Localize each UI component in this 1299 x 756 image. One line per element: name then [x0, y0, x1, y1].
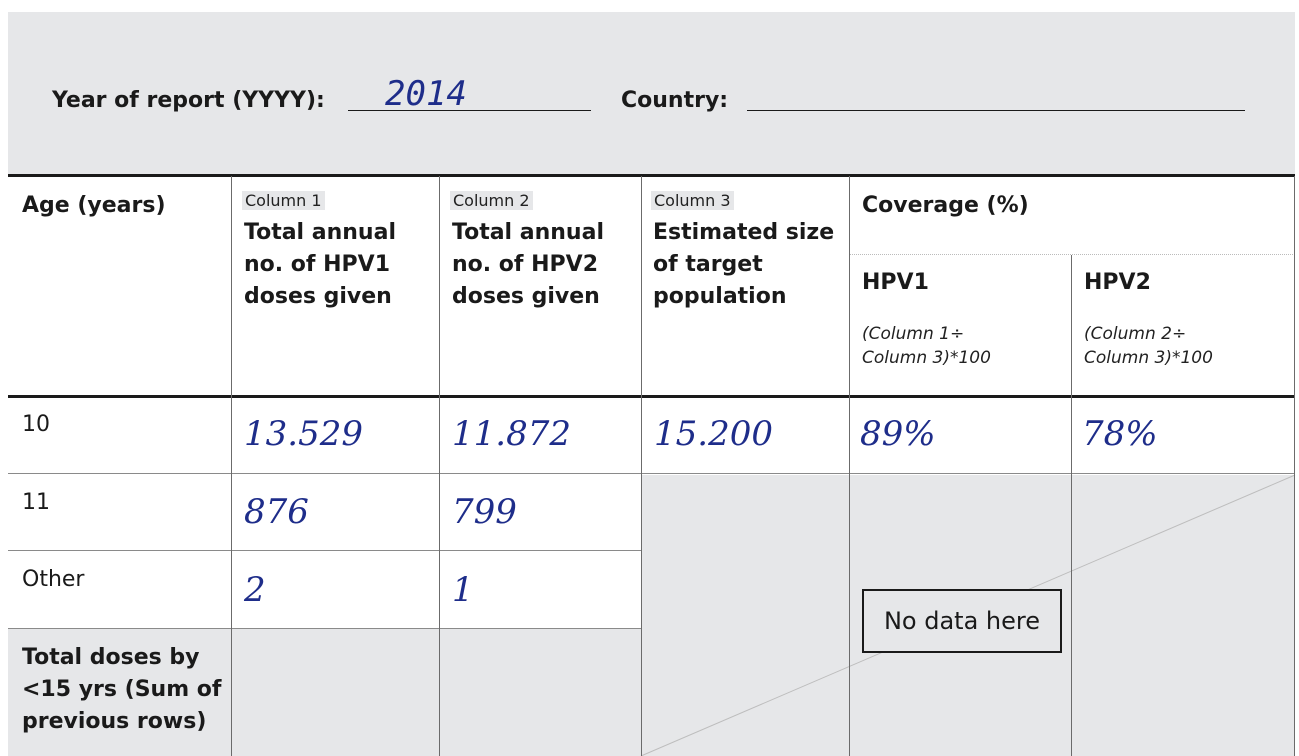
age-header: Age (years): [22, 193, 166, 218]
row10-hpv1[interactable]: 89%: [860, 414, 936, 454]
row10-col2[interactable]: 11.872: [452, 414, 571, 454]
rowother-col2[interactable]: 1: [452, 570, 474, 610]
row-divider: [8, 550, 641, 551]
country-field[interactable]: [747, 110, 1245, 111]
column1-chip: Column 1: [242, 191, 325, 210]
row-label-other: Other: [22, 567, 85, 592]
year-value: 2014: [385, 74, 467, 114]
coverage-divider: [850, 254, 1295, 255]
col-divider: [641, 176, 642, 756]
column1-title: Total annual no. of HPV1 doses given: [244, 220, 396, 309]
row-label-11: 11: [22, 490, 50, 515]
year-field[interactable]: [348, 110, 591, 111]
column2-title: Total annual no. of HPV2 doses given: [452, 220, 604, 309]
row-divider: [8, 473, 1295, 474]
totals-row-bg: [8, 629, 641, 756]
col-divider: [231, 176, 232, 756]
row10-hpv2[interactable]: 78%: [1082, 414, 1158, 454]
rowother-col1[interactable]: 2: [244, 570, 266, 610]
country-label: Country:: [621, 88, 729, 113]
hpv1-formula: (Column 1÷ Column 3)*100: [862, 324, 991, 368]
row-label-total: Total doses by <15 yrs (Sum of previous …: [22, 645, 222, 734]
hpv2-formula: (Column 2÷ Column 3)*100: [1084, 324, 1213, 368]
row10-col1[interactable]: 13.529: [244, 414, 363, 454]
row10-col3[interactable]: 15.200: [654, 414, 773, 454]
year-label: Year of report (YYYY):: [52, 88, 325, 113]
no-data-box: No data here: [862, 589, 1062, 653]
row11-col1[interactable]: 876: [244, 492, 309, 532]
col-divider: [849, 176, 850, 756]
hpv1-title: HPV1: [862, 270, 929, 295]
row11-col2[interactable]: 799: [452, 492, 517, 532]
report-header: [8, 12, 1295, 175]
column3-chip: Column 3: [651, 191, 734, 210]
col-divider: [1071, 255, 1072, 756]
row-label-10: 10: [22, 412, 50, 437]
table-right-border: [1294, 176, 1295, 756]
header-bottom-border: [8, 395, 1295, 398]
column2-chip: Column 2: [450, 191, 533, 210]
col-divider: [439, 176, 440, 756]
row-divider: [8, 628, 641, 629]
coverage-title: Coverage (%): [862, 193, 1029, 218]
column3-title: Estimated size of target population: [653, 220, 835, 309]
hpv2-title: HPV2: [1084, 270, 1151, 295]
table-top-border: [8, 174, 1295, 177]
